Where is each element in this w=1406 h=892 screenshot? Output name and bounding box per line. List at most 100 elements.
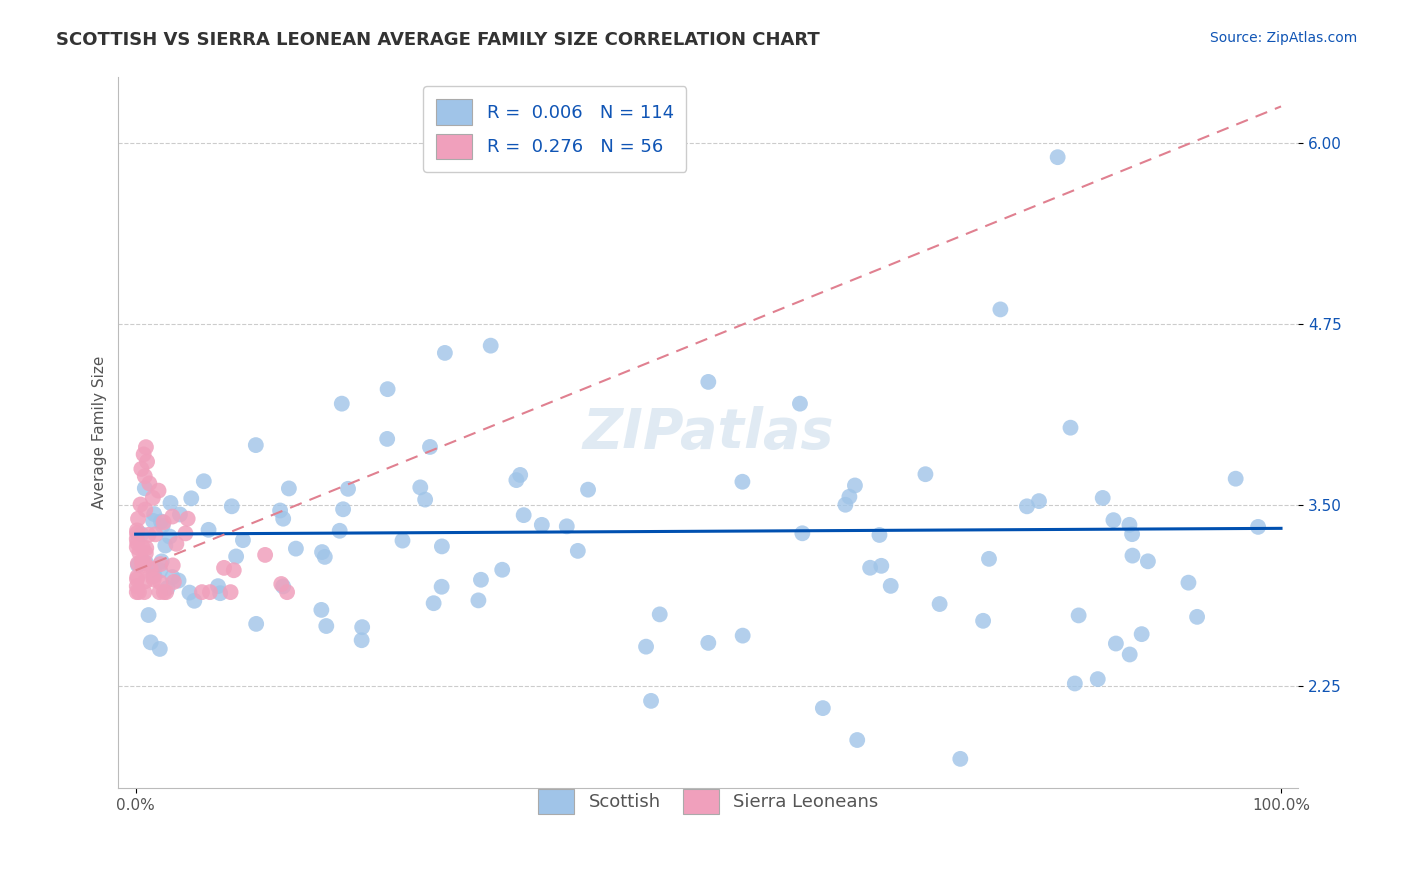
Point — [311, 545, 333, 559]
Point — [1121, 527, 1143, 541]
Point — [131, 554, 153, 568]
Point — [134, 556, 156, 570]
Point — [512, 508, 534, 523]
Point — [212, 561, 235, 575]
Point — [127, 557, 149, 571]
Point — [153, 585, 176, 599]
Point — [131, 541, 153, 555]
Point — [315, 619, 337, 633]
Point — [127, 558, 149, 572]
Point — [155, 585, 177, 599]
Point — [132, 447, 155, 461]
Point — [156, 581, 179, 595]
Point — [789, 397, 811, 411]
Point — [143, 507, 166, 521]
Point — [138, 607, 160, 622]
Point — [138, 528, 160, 542]
Point — [430, 540, 453, 554]
Point — [350, 633, 373, 648]
Point — [277, 482, 299, 496]
Point — [134, 585, 156, 599]
Point — [221, 500, 243, 514]
Point — [284, 541, 307, 556]
Point — [413, 492, 436, 507]
Text: SCOTTISH VS SIERRA LEONEAN AVERAGE FAMILY SIZE CORRELATION CHART: SCOTTISH VS SIERRA LEONEAN AVERAGE FAMIL… — [56, 31, 820, 49]
Point — [131, 559, 153, 574]
Point — [509, 467, 531, 482]
Point — [977, 552, 1000, 566]
Point — [1015, 500, 1038, 514]
Point — [731, 475, 754, 489]
Point — [222, 563, 245, 577]
Point — [128, 546, 150, 560]
Point — [162, 509, 184, 524]
Point — [1225, 472, 1247, 486]
Point — [419, 440, 441, 454]
Point — [149, 557, 172, 571]
Point — [149, 515, 172, 529]
Point — [479, 339, 502, 353]
Text: Source: ZipAtlas.com: Source: ZipAtlas.com — [1209, 31, 1357, 45]
Point — [880, 579, 903, 593]
Point — [1087, 672, 1109, 686]
Point — [245, 616, 267, 631]
Point — [1067, 608, 1090, 623]
Point — [329, 524, 352, 538]
Point — [697, 375, 720, 389]
Point — [209, 586, 232, 600]
Point — [491, 563, 513, 577]
Point — [198, 585, 221, 599]
Point — [859, 560, 882, 574]
Point — [135, 546, 157, 560]
Point — [179, 585, 201, 599]
Point — [134, 502, 156, 516]
Point — [127, 512, 149, 526]
Point — [125, 579, 148, 593]
Point — [1118, 517, 1140, 532]
Point — [125, 572, 148, 586]
Point — [1028, 494, 1050, 508]
Point — [811, 701, 834, 715]
Point — [142, 563, 165, 577]
Point — [225, 549, 247, 564]
Point — [846, 733, 869, 747]
Point — [636, 640, 658, 654]
Point — [149, 575, 172, 590]
Point — [1118, 648, 1140, 662]
Point — [191, 585, 214, 599]
Point — [148, 483, 170, 498]
Point — [269, 503, 291, 517]
Point — [127, 535, 149, 549]
Point — [197, 523, 219, 537]
Point — [129, 498, 152, 512]
Point — [254, 548, 277, 562]
Point — [183, 594, 205, 608]
Point — [135, 556, 157, 570]
Point — [1091, 491, 1114, 505]
Point — [131, 527, 153, 541]
Point — [174, 526, 197, 541]
Text: ZIPatlas: ZIPatlas — [582, 406, 834, 459]
Point — [314, 549, 336, 564]
Point — [180, 491, 202, 506]
Point — [271, 512, 294, 526]
Point — [567, 544, 589, 558]
Point — [311, 603, 333, 617]
Point — [555, 519, 578, 533]
Point — [377, 382, 399, 396]
Point — [142, 569, 165, 583]
Point — [409, 480, 432, 494]
Point — [125, 585, 148, 599]
Point — [134, 481, 156, 495]
Point — [375, 432, 398, 446]
Point — [219, 585, 242, 599]
Point — [125, 526, 148, 541]
Point — [834, 498, 856, 512]
Point — [640, 694, 662, 708]
Point — [134, 469, 156, 483]
Point — [505, 473, 527, 487]
Point — [162, 570, 184, 584]
Point — [145, 527, 167, 541]
Point — [1046, 150, 1069, 164]
Point — [467, 593, 489, 607]
